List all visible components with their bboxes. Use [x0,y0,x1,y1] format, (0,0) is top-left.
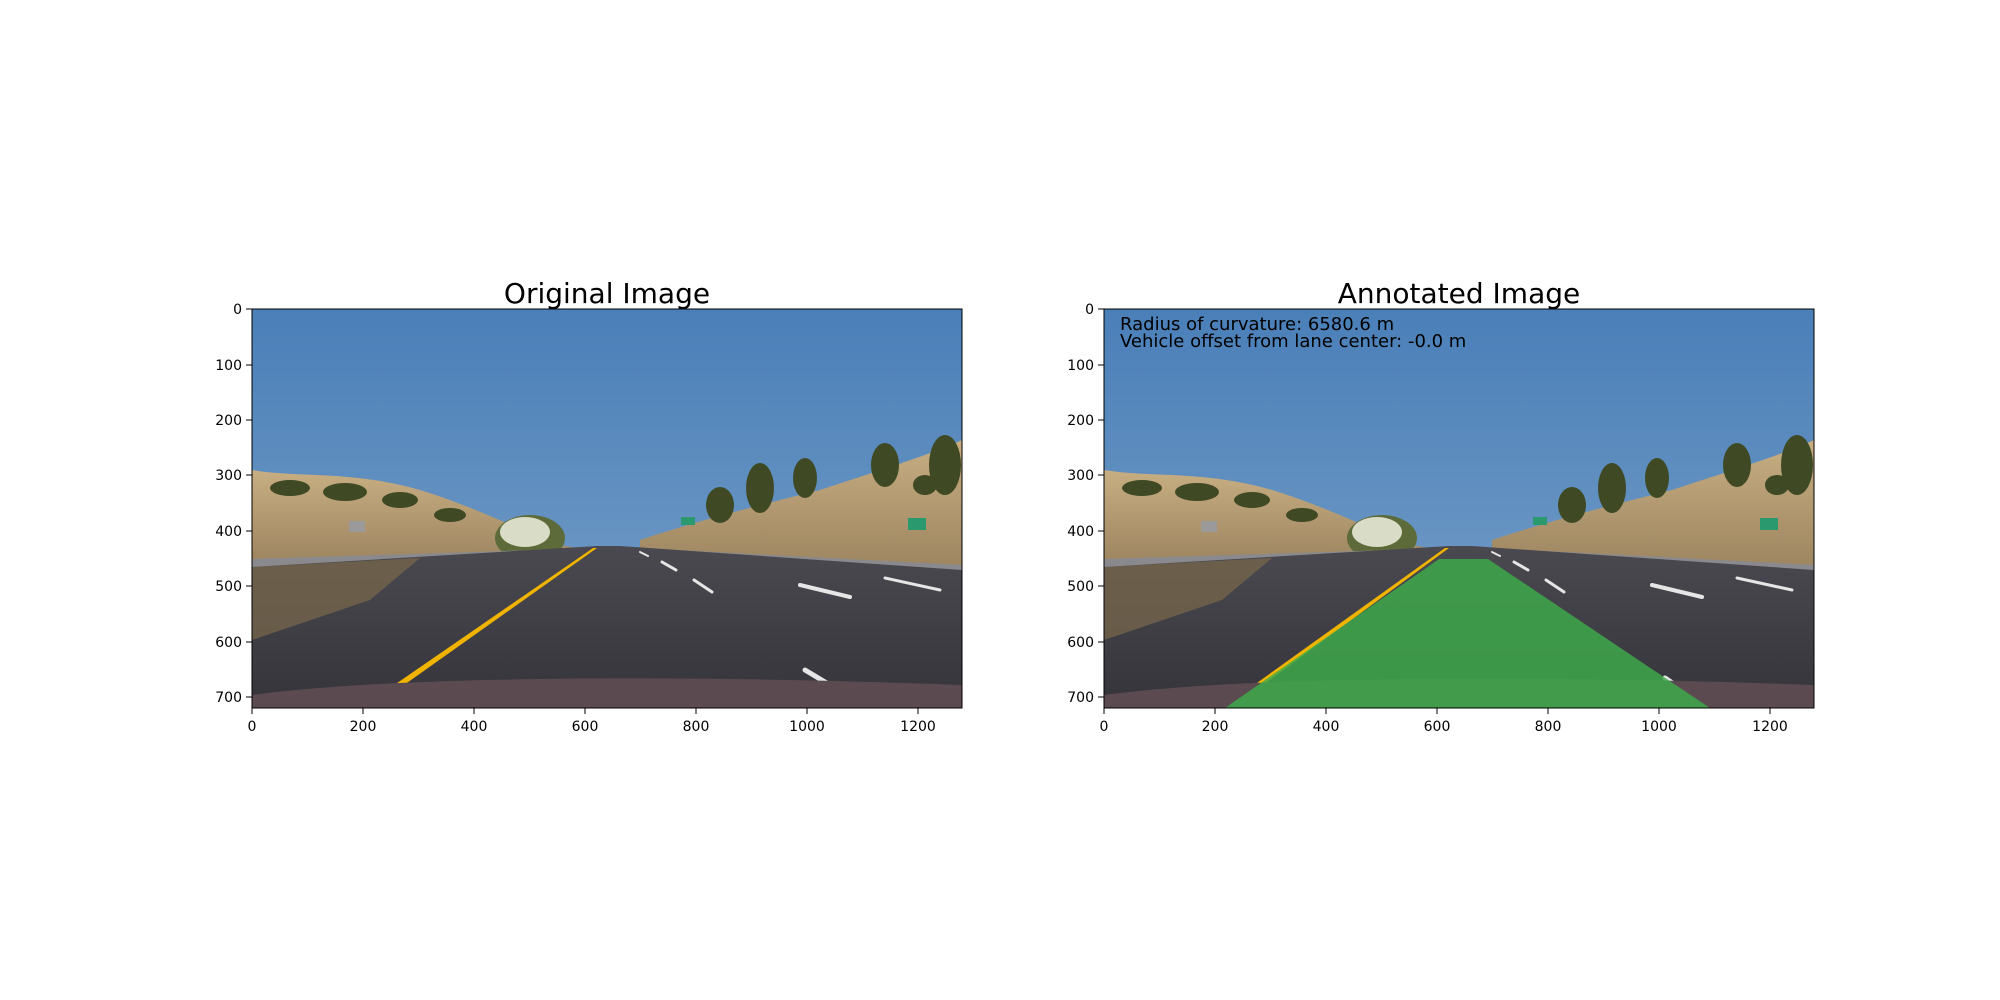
annotated-road-image [1104,309,1814,708]
left-title: Original Image [504,277,710,310]
left-x-tick: 800 [683,719,710,735]
left-y-tick: 100 [215,358,242,374]
left-x-tick: 1200 [900,719,936,735]
left-x-tick: 0 [248,719,257,735]
right-y-axis: 0 100 200 300 400 500 600 700 [1067,302,1104,706]
right-x-tick: 800 [1535,719,1562,735]
left-x-tick: 400 [461,719,488,735]
left-y-tick: 400 [215,524,242,540]
curvature-annotation: Radius of curvature: 6580.6 m [1120,314,1394,335]
left-x-axis: 0 200 400 600 800 1000 1200 [248,708,936,735]
road-scene-image [252,309,962,708]
right-x-tick: 0 [1100,719,1109,735]
right-panel: Annotated Image [1067,277,1815,735]
left-panel: Original Image [215,277,963,735]
left-x-tick: 200 [350,719,377,735]
left-x-tick: 600 [572,719,599,735]
left-y-tick: 600 [215,635,242,651]
right-y-tick: 400 [1067,524,1094,540]
right-y-tick: 700 [1067,690,1094,706]
right-x-tick: 1000 [1641,719,1677,735]
left-y-axis: 0 100 200 300 400 500 600 700 [215,302,252,706]
right-y-tick: 200 [1067,413,1094,429]
right-x-tick: 400 [1313,719,1340,735]
right-x-tick: 1200 [1752,719,1788,735]
left-y-tick: 0 [233,302,242,318]
right-y-tick: 0 [1085,302,1094,318]
right-y-tick: 300 [1067,468,1094,484]
right-y-tick: 500 [1067,579,1094,595]
left-y-tick: 500 [215,579,242,595]
left-y-tick: 300 [215,468,242,484]
right-y-tick: 600 [1067,635,1094,651]
lane-overlay [1225,559,1710,708]
right-x-tick: 600 [1424,719,1451,735]
right-x-axis: 0 200 400 600 800 1000 1200 [1100,708,1788,735]
left-y-tick: 700 [215,690,242,706]
offset-annotation: Vehicle offset from lane center: -0.0 m [1120,331,1466,352]
left-y-tick: 200 [215,413,242,429]
right-y-tick: 100 [1067,358,1094,374]
right-x-tick: 200 [1202,719,1229,735]
right-title: Annotated Image [1338,277,1580,310]
left-x-tick: 1000 [789,719,825,735]
